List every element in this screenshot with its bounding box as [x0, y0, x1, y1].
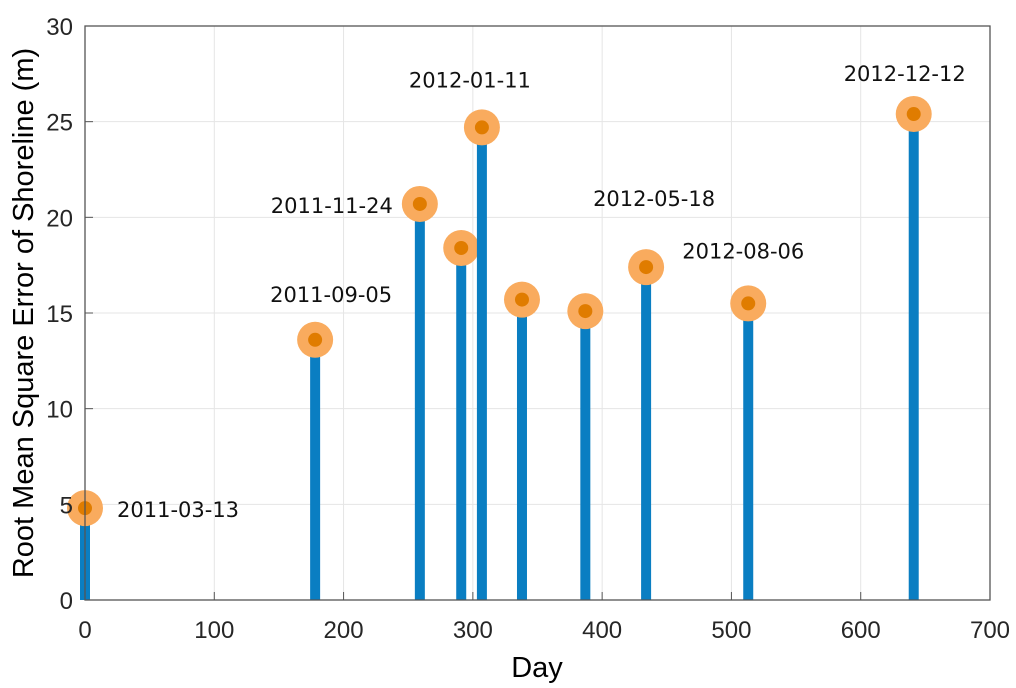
date-annotation: 2011-03-13 [117, 498, 239, 522]
stem-marker-center [514, 292, 529, 307]
stem-marker-center [741, 296, 756, 311]
date-annotation: 2012-08-06 [682, 239, 804, 263]
x-tick-label: 600 [841, 617, 881, 644]
x-tick-label: 0 [78, 617, 91, 644]
date-annotation: 2011-09-05 [270, 283, 392, 307]
x-tick-label: 500 [711, 617, 751, 644]
y-tick-labels: 0 5 10 15 20 25 30 [46, 14, 73, 615]
date-annotation: 2012-12-12 [844, 62, 966, 86]
date-annotation: 2012-01-11 [409, 68, 531, 92]
stem-marker-center [454, 240, 469, 255]
y-tick-label: 30 [46, 14, 73, 41]
y-tick-label: 0 [60, 588, 73, 615]
y-tick-label: 5 [60, 492, 73, 519]
date-annotation: 2012-05-18 [593, 187, 715, 211]
date-annotation: 2011-11-24 [271, 194, 393, 218]
stem-marker-center [412, 196, 427, 211]
stem-marker-center [474, 120, 489, 135]
stem-marker-center [906, 107, 921, 122]
stems [67, 96, 932, 600]
y-tick-label: 15 [46, 301, 73, 328]
y-tick-label: 25 [46, 110, 73, 137]
stem-marker-center [578, 304, 593, 319]
x-axis-label: Day [511, 652, 563, 684]
y-tick-label: 10 [46, 397, 73, 424]
annotations: 2011-03-13 2011-09-05 2011-11-24 2012-01-11… [117, 62, 966, 522]
stem-marker-center [639, 260, 654, 275]
x-tick-label: 300 [453, 617, 493, 644]
y-axis-label: Root Mean Square Error of Shoreline (m) [8, 48, 40, 578]
x-tick-labels: 0 100 200 300 400 500 600 700 [78, 617, 1010, 644]
x-tick-label: 200 [324, 617, 364, 644]
y-tick-label: 20 [46, 205, 73, 232]
plot-area-border [84, 25, 991, 601]
stem-marker-center [308, 332, 323, 347]
x-tick-label: 700 [970, 617, 1010, 644]
x-tick-label: 100 [194, 617, 234, 644]
x-tick-label: 400 [582, 617, 622, 644]
